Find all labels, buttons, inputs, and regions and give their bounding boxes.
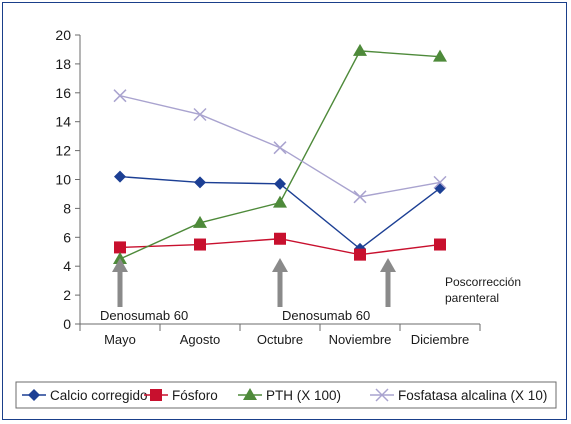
y-tick-label: 2 — [63, 287, 71, 303]
arrow-shaft — [277, 270, 283, 307]
data-point — [433, 175, 447, 189]
data-point — [434, 238, 446, 251]
y-tick-label: 14 — [55, 114, 71, 130]
annotation-label: Denosumab 60 — [282, 308, 370, 323]
annotation: Denosumab 60 — [272, 258, 370, 323]
legend-label: Fósforo — [172, 388, 218, 403]
data-point — [113, 251, 127, 264]
y-tick-label: 10 — [55, 172, 71, 188]
arrow-shaft — [385, 270, 391, 307]
data-point — [353, 190, 367, 204]
y-tick-label: 16 — [55, 85, 71, 101]
y-tick-label: 12 — [55, 143, 71, 159]
data-point — [354, 248, 366, 261]
annotation: Poscorrección parenteral — [380, 258, 521, 307]
data-point — [114, 241, 126, 254]
legend-marker — [150, 389, 162, 401]
arrow-shaft — [117, 270, 123, 307]
legend-marker — [28, 389, 40, 401]
x-tick-label: Noviembre — [329, 332, 392, 347]
legend-item: Fosfatasa alcalina (X 10) — [370, 388, 547, 403]
data-point — [194, 176, 206, 189]
legend-item: Calcio corregido — [22, 388, 148, 403]
series-layer — [113, 43, 447, 264]
y-tick-label: 0 — [63, 316, 71, 332]
legend-item: PTH (X 100) — [238, 388, 341, 403]
legend-box — [15, 381, 557, 409]
legend-marker — [243, 388, 257, 400]
data-point — [274, 177, 286, 190]
data-point — [193, 107, 207, 122]
data-point — [434, 182, 446, 195]
y-tick-label: 4 — [63, 258, 71, 274]
annotation-label: Denosumab 60 — [100, 308, 188, 323]
data-point — [194, 238, 206, 251]
y-axis: 0 2 4 6 8 10 12 14 16 18 20 — [55, 27, 81, 332]
legend-label: Calcio corregido — [50, 388, 148, 403]
x-tick-label: Agosto — [180, 332, 220, 347]
data-point — [433, 49, 447, 62]
x-tick-label: Mayo — [104, 332, 136, 347]
y-tick-label: 18 — [55, 56, 71, 72]
data-point — [114, 170, 126, 183]
data-point — [273, 141, 287, 155]
legend-label: Fosfatasa alcalina (X 10) — [398, 388, 547, 403]
data-point — [113, 89, 127, 103]
legend-marker — [375, 388, 389, 402]
x-tick-label: Diciembre — [411, 332, 470, 347]
legend: Calcio corregido Fósforo PTH (X 100) Fosfat… — [15, 381, 557, 409]
annotation: Denosumab 60 — [100, 258, 188, 323]
chart-frame — [2, 2, 567, 420]
y-tick-label: 8 — [63, 200, 71, 216]
annotation-label: parenteral — [445, 291, 499, 305]
arrow-head — [380, 258, 396, 272]
arrow-head — [272, 258, 288, 272]
y-tick-label: 6 — [63, 229, 71, 245]
series — [113, 89, 447, 204]
x-tick-label: Octubre — [257, 332, 303, 347]
data-point — [273, 195, 287, 208]
series-line — [119, 50, 441, 260]
arrow-head — [112, 258, 128, 272]
legend-label: PTH (X 100) — [266, 388, 341, 403]
x-axis: Mayo Agosto Octubre Noviembre Diciembre — [79, 323, 481, 347]
annotation-label: Poscorrección — [445, 275, 521, 289]
data-point — [274, 232, 286, 245]
legend-item: Fósforo — [144, 388, 218, 403]
annotation-layer: Denosumab 60 Denosumab 60 Poscorrección par… — [100, 258, 521, 323]
y-tick-label: 20 — [55, 27, 71, 43]
data-point — [353, 43, 367, 56]
series — [114, 232, 446, 261]
data-point — [193, 215, 207, 228]
series — [113, 43, 447, 264]
